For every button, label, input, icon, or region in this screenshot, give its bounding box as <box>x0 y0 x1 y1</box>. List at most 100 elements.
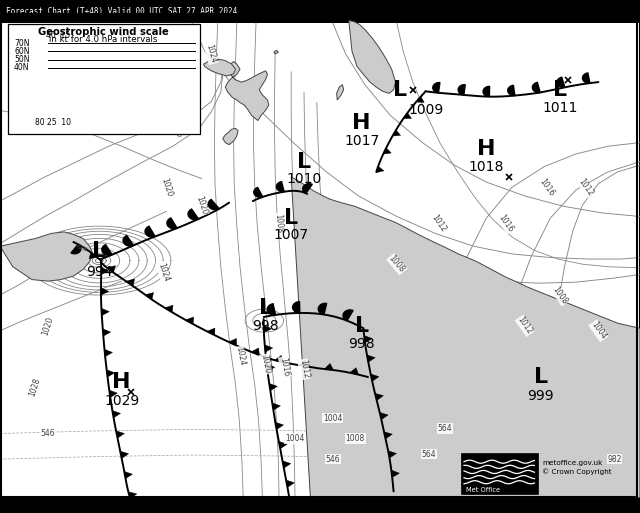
Text: L: L <box>534 367 548 387</box>
Text: 70N: 70N <box>14 38 29 48</box>
Polygon shape <box>349 368 358 374</box>
Polygon shape <box>458 85 465 95</box>
Polygon shape <box>292 302 300 313</box>
Text: 1012: 1012 <box>298 359 310 380</box>
Polygon shape <box>318 303 326 314</box>
Text: 1008: 1008 <box>551 285 569 305</box>
Polygon shape <box>264 325 271 333</box>
Text: 1016: 1016 <box>497 213 515 233</box>
Text: 40N: 40N <box>14 63 29 72</box>
Text: © Crown Copyright: © Crown Copyright <box>542 468 612 476</box>
Polygon shape <box>268 304 276 315</box>
Polygon shape <box>167 218 177 229</box>
Text: 1007: 1007 <box>274 228 308 242</box>
Text: 982: 982 <box>607 455 621 464</box>
Text: 1004: 1004 <box>589 320 607 342</box>
Polygon shape <box>228 339 237 346</box>
Polygon shape <box>225 62 269 121</box>
Polygon shape <box>324 363 333 370</box>
Text: 1004: 1004 <box>285 434 304 443</box>
Polygon shape <box>145 226 155 237</box>
Polygon shape <box>403 113 412 119</box>
Polygon shape <box>391 470 399 478</box>
Polygon shape <box>164 305 173 312</box>
Polygon shape <box>145 292 154 300</box>
Text: 1020: 1020 <box>259 354 272 374</box>
Polygon shape <box>299 360 308 367</box>
Text: 60N: 60N <box>14 47 29 56</box>
Polygon shape <box>101 267 109 274</box>
Polygon shape <box>107 370 115 377</box>
Text: 998: 998 <box>348 337 375 351</box>
Polygon shape <box>103 329 111 336</box>
Polygon shape <box>375 393 383 401</box>
Polygon shape <box>286 480 294 487</box>
Polygon shape <box>208 200 220 210</box>
Text: 50N: 50N <box>14 55 29 64</box>
Text: 564: 564 <box>438 424 452 433</box>
Text: 1016: 1016 <box>278 357 291 377</box>
Text: 546: 546 <box>326 455 340 464</box>
Polygon shape <box>364 336 372 343</box>
Text: Forecast Chart (T+48) Valid 00 UTC SAT 27 APR 2024: Forecast Chart (T+48) Valid 00 UTC SAT 2… <box>6 7 237 16</box>
Polygon shape <box>123 235 134 246</box>
Bar <box>0 0 640 23</box>
Polygon shape <box>388 451 396 458</box>
Polygon shape <box>128 491 137 499</box>
Text: 1016: 1016 <box>538 177 556 198</box>
Text: 1024: 1024 <box>204 44 218 64</box>
Polygon shape <box>291 177 640 498</box>
Text: 1008: 1008 <box>273 213 284 233</box>
Polygon shape <box>102 245 112 255</box>
Text: 1008: 1008 <box>387 254 406 274</box>
Polygon shape <box>101 288 109 295</box>
Text: 1012: 1012 <box>516 315 534 336</box>
Polygon shape <box>269 383 277 391</box>
Polygon shape <box>207 328 215 336</box>
Polygon shape <box>89 252 97 259</box>
Text: 1016: 1016 <box>168 117 184 139</box>
Polygon shape <box>188 209 198 220</box>
Text: 1009: 1009 <box>408 103 444 117</box>
Polygon shape <box>186 317 194 324</box>
Text: L: L <box>284 208 298 228</box>
Polygon shape <box>384 431 392 439</box>
Polygon shape <box>582 73 590 83</box>
Polygon shape <box>254 187 262 198</box>
Text: 1020: 1020 <box>159 176 173 198</box>
Text: 1024: 1024 <box>156 261 170 283</box>
Text: in kt for 4.0 hPa intervals: in kt for 4.0 hPa intervals <box>49 35 158 44</box>
Polygon shape <box>275 356 284 362</box>
Text: H: H <box>353 113 371 133</box>
Polygon shape <box>124 471 132 479</box>
Text: 1012: 1012 <box>577 177 595 198</box>
Text: 1020: 1020 <box>41 315 55 337</box>
Text: metoffice.gov.uk: metoffice.gov.uk <box>542 460 602 466</box>
Text: L: L <box>92 242 106 261</box>
Polygon shape <box>376 166 384 173</box>
Polygon shape <box>104 349 113 357</box>
Polygon shape <box>267 364 275 371</box>
Text: Geostrophic wind scale: Geostrophic wind scale <box>38 27 169 37</box>
Polygon shape <box>223 128 238 145</box>
Polygon shape <box>265 345 273 352</box>
Polygon shape <box>101 308 109 315</box>
Polygon shape <box>276 182 284 192</box>
Text: 1010: 1010 <box>286 171 322 186</box>
Polygon shape <box>416 96 424 103</box>
Text: 1024: 1024 <box>234 346 246 367</box>
Polygon shape <box>392 130 401 136</box>
Polygon shape <box>0 232 93 281</box>
Text: H: H <box>477 139 495 159</box>
Polygon shape <box>508 85 515 95</box>
Text: 998: 998 <box>252 319 279 333</box>
Bar <box>8 24 200 134</box>
Polygon shape <box>367 355 375 362</box>
Polygon shape <box>282 461 291 468</box>
Polygon shape <box>126 279 134 286</box>
Polygon shape <box>371 374 379 381</box>
Text: 1029: 1029 <box>104 394 140 408</box>
Polygon shape <box>383 148 391 154</box>
Text: 1018: 1018 <box>468 160 504 174</box>
Text: L: L <box>553 80 567 100</box>
